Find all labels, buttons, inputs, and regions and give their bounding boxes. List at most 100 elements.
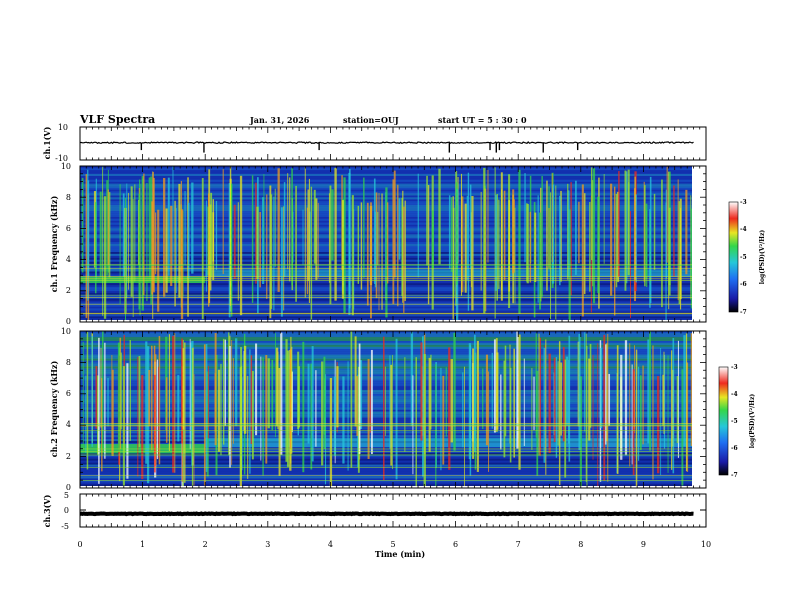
sferic-streak — [583, 193, 586, 295]
spectrogram-row — [80, 419, 692, 422]
sferic-streak — [126, 183, 128, 299]
sferic-streak — [222, 169, 224, 275]
sferic-streak — [151, 345, 153, 451]
sferic-streak — [125, 197, 127, 320]
sferic-streak — [467, 172, 470, 311]
ch1-freq-tick-6: 6 — [66, 224, 71, 233]
spectrogram-row — [80, 397, 692, 400]
spectrogram-row — [80, 464, 692, 467]
sferic-streak — [673, 185, 675, 277]
sferic-streak — [513, 348, 516, 458]
sferic-streak — [686, 362, 689, 472]
sferic-streak — [347, 361, 349, 471]
spectrogram-row — [80, 403, 692, 406]
sferic-streak — [553, 357, 556, 443]
sferic-streak — [315, 198, 318, 280]
sferic-streak — [119, 184, 121, 305]
sferic-streak — [389, 355, 391, 449]
sferic-streak — [215, 200, 218, 270]
spectrogram-row — [80, 401, 692, 404]
sferic-streak — [217, 369, 221, 452]
station-label: station=OUJ — [343, 115, 399, 125]
sferic-streak — [175, 208, 177, 294]
sferic-streak — [428, 357, 431, 453]
sferic-streak — [331, 189, 334, 261]
sferic-streak — [672, 338, 675, 474]
spectrogram-row — [80, 352, 692, 355]
sferic-streak — [677, 340, 679, 458]
sferic-streak — [631, 364, 633, 465]
sferic-streak — [613, 186, 616, 316]
sferic-streak — [415, 357, 417, 486]
sferic-streak — [152, 172, 154, 291]
sferic-streak — [681, 369, 684, 486]
spectrogram-row — [80, 167, 692, 171]
spectrogram-row — [80, 405, 692, 408]
sferic-streak — [491, 352, 493, 429]
sferic-streak — [158, 366, 159, 458]
ch2-freq-tick-0: 0 — [66, 483, 71, 492]
ch3-ytick-mid: 0 — [64, 506, 69, 515]
sferic-streak — [448, 195, 451, 269]
sferic-streak — [308, 178, 310, 303]
sferic-streak — [678, 201, 681, 305]
sferic-streak — [369, 377, 372, 433]
sferic-streak — [500, 172, 503, 301]
sferic-streak — [256, 206, 259, 279]
sferic-streak — [567, 183, 569, 280]
sferic-streak — [539, 337, 542, 456]
ch2-cb-tick-4: -4 — [731, 391, 738, 398]
spectrogram-row — [80, 382, 692, 385]
time-tick-1: 1 — [140, 540, 145, 549]
sferic-streak — [207, 206, 209, 276]
spectrogram-row — [80, 480, 692, 483]
sferic-streak — [351, 195, 354, 316]
spectrogram-row — [80, 470, 692, 473]
sferic-streak — [649, 331, 651, 451]
sferic-streak — [588, 358, 591, 441]
sferic-streak — [397, 184, 399, 307]
sferic-streak — [350, 331, 353, 468]
sferic-streak — [277, 168, 280, 292]
spectrogram-row — [80, 433, 692, 436]
spectrogram-row — [80, 173, 692, 176]
ch1-spectrogram-ylabel: ch.1 Frequency (kHz) — [49, 196, 59, 293]
sferic-streak — [260, 356, 262, 461]
time-tick-10: 10 — [701, 540, 711, 549]
sferic-streak — [647, 339, 650, 444]
sferic-streak — [201, 178, 204, 320]
sferic-streak — [134, 184, 136, 282]
sferic-streak — [590, 167, 593, 261]
spectrogram-row — [80, 342, 692, 345]
sferic-streak — [129, 340, 131, 441]
sferic-streak — [440, 367, 442, 471]
sferic-streak — [562, 347, 565, 442]
spectrogram-row — [80, 366, 692, 369]
sferic-streak — [117, 342, 121, 453]
sferic-streak — [163, 178, 166, 297]
sferic-streak — [496, 194, 498, 301]
sferic-streak — [229, 346, 231, 468]
sferic-streak — [496, 352, 499, 430]
sferic-streak — [478, 372, 480, 428]
sferic-streak — [471, 196, 474, 311]
sferic-streak — [632, 369, 635, 476]
sferic-streak — [624, 170, 627, 291]
ch2-cb-tick-6: -6 — [731, 445, 738, 452]
sferic-streak — [663, 354, 666, 449]
sferic-streak — [589, 201, 591, 292]
sferic-streak — [690, 208, 692, 309]
sferic-streak — [524, 173, 526, 263]
spectrogram-row — [80, 460, 692, 463]
ch1-waveform-x-ticks — [79, 127, 707, 160]
sferic-streak — [165, 208, 168, 293]
sferic-streak — [494, 167, 496, 319]
sferic-streak — [559, 195, 561, 286]
sferic-streak — [111, 354, 113, 455]
spectrogram-row — [80, 391, 692, 394]
spectrogram-row — [80, 374, 692, 377]
ch2-freq-tick-2: 2 — [66, 452, 71, 461]
spectrogram-row — [80, 346, 692, 349]
ch1-spectrogram-panel: 0 2 4 6 8 10 ch.1 Frequency (kHz) — [49, 162, 707, 326]
sferic-streak — [334, 167, 337, 301]
